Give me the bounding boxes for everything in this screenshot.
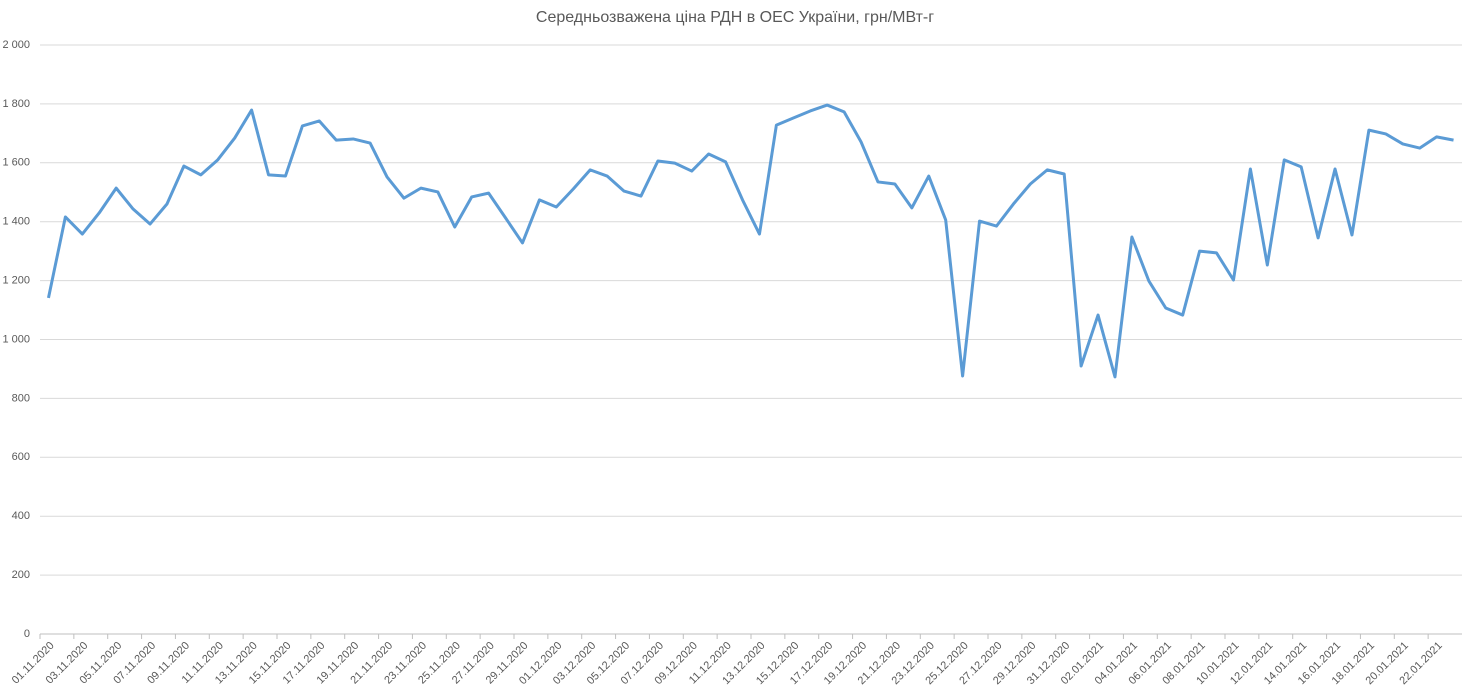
y-tick-label: 200 bbox=[12, 569, 30, 581]
y-tick-label: 1 400 bbox=[2, 216, 30, 228]
y-tick-label: 400 bbox=[12, 510, 30, 522]
y-tick-label: 0 bbox=[24, 628, 30, 640]
y-tick-label: 1 600 bbox=[2, 157, 30, 169]
y-tick-label: 2 000 bbox=[2, 39, 30, 51]
y-tick-label: 800 bbox=[12, 392, 30, 404]
chart-title: Середньозважена ціна РДН в ОЕС України, … bbox=[536, 9, 934, 26]
series-line bbox=[46, 103, 1454, 379]
y-tick-label: 1 800 bbox=[2, 98, 30, 110]
y-tick-label: 1 000 bbox=[2, 333, 30, 345]
y-tick-label: 600 bbox=[12, 451, 30, 463]
y-tick-label: 1 200 bbox=[2, 275, 30, 287]
